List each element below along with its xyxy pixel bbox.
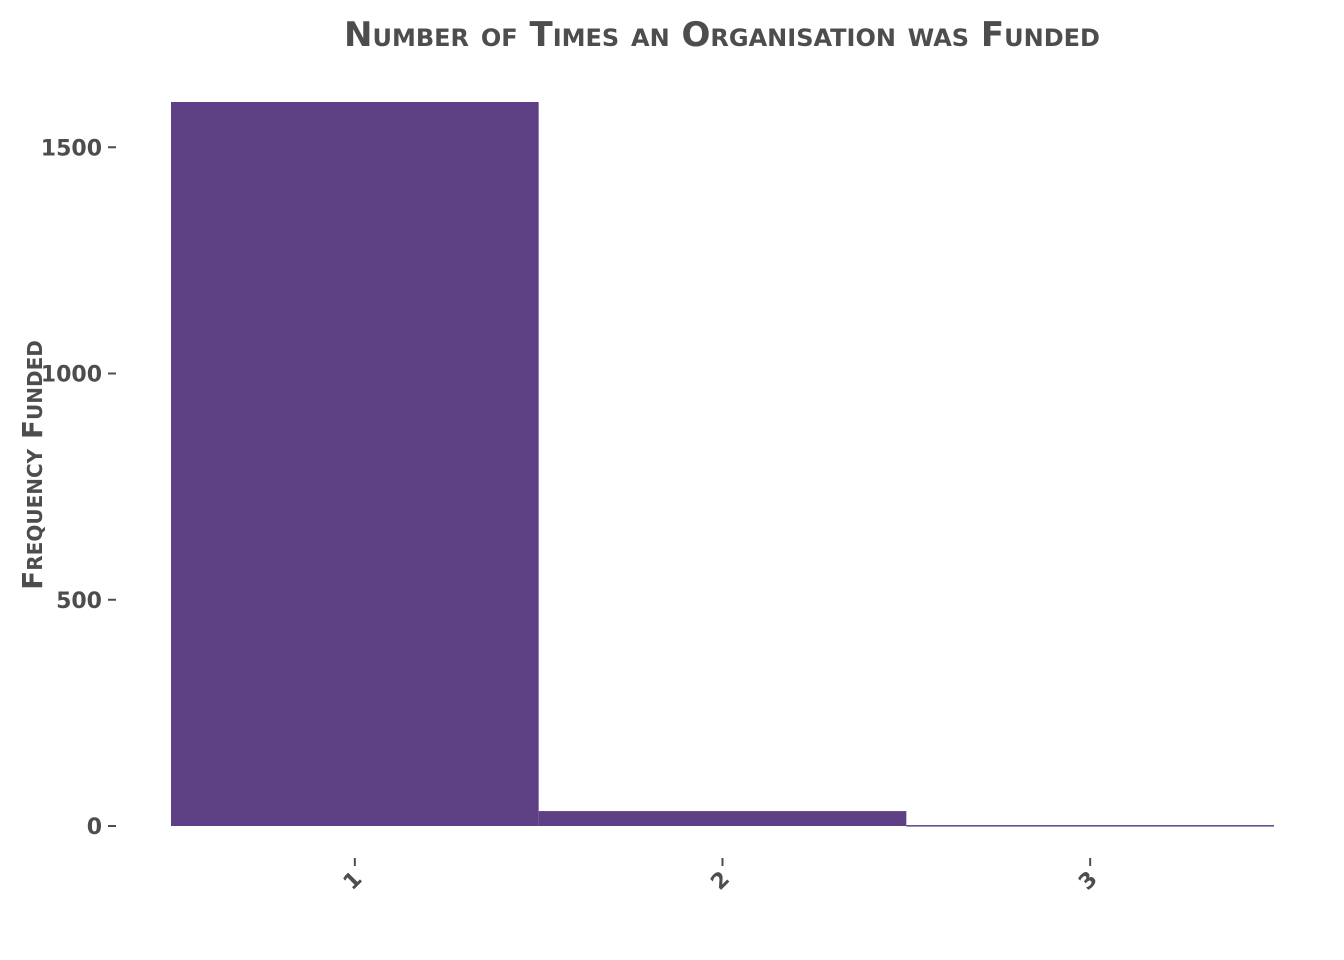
x-axis: 1 2 3 [339,858,1103,895]
y-tick-label-1000: 1000 [41,363,102,388]
y-axis-title: Frequency Funded [16,340,49,590]
bar-3 [906,825,1274,827]
x-tick-label-1: 1 [339,867,368,896]
y-tick-label-0: 0 [87,815,102,840]
bar-2 [538,811,907,826]
y-tick-label-500: 500 [56,589,102,614]
chart-title: Number of Times an Organisation was Fund… [344,15,1100,55]
y-axis: 0 500 1000 1500 [41,136,116,840]
x-tick-label-3: 3 [1074,867,1103,896]
y-tick-label-1500: 1500 [41,136,102,161]
bars [171,102,1274,827]
bar-1 [171,102,539,826]
x-tick-label-2: 2 [706,867,735,896]
